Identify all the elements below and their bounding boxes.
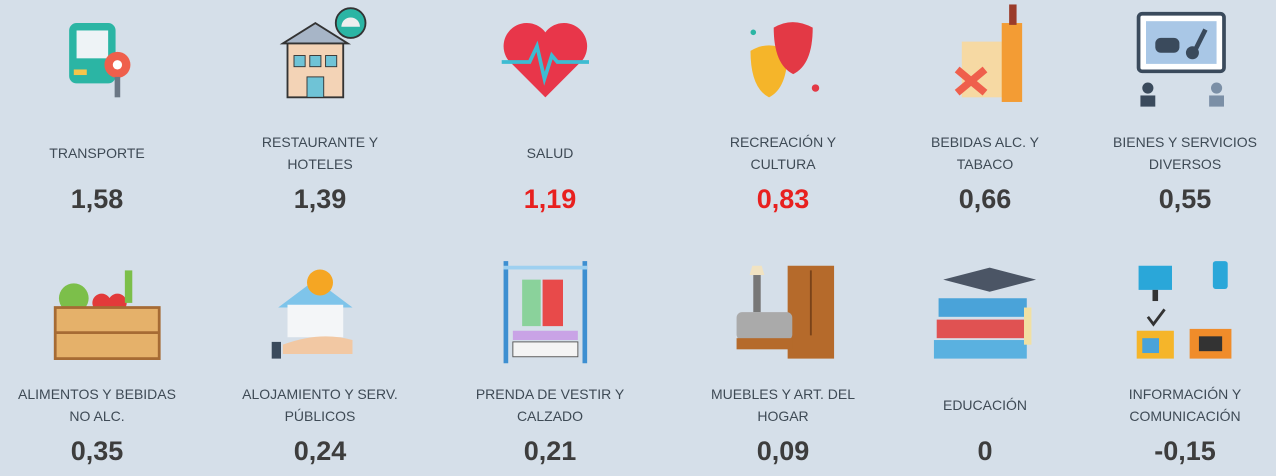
- category-icon: [485, 0, 615, 125]
- category-label: BEBIDAS ALC. Y TABACO: [920, 125, 1050, 181]
- category-label: INFORMACIÓN Y COMUNICACIÓN: [1115, 377, 1255, 433]
- infographic: TRANSPORTE1,58RESTAURANTE Y HOTELES1,39S…: [0, 0, 1276, 476]
- category-value: 1,58: [71, 183, 124, 215]
- category-icon: [485, 252, 615, 377]
- category-label: TRANSPORTE: [12, 125, 182, 181]
- category-icon: [1120, 252, 1250, 377]
- category-icon: [718, 252, 848, 377]
- category-card: ALIMENTOS Y BEBIDAS NO ALC.0,35: [0, 252, 203, 467]
- category-label: ALOJAMIENTO Y SERV. PÚBLICOS: [230, 377, 410, 433]
- category-icon: [32, 252, 162, 377]
- category-label: RESTAURANTE Y HOTELES: [250, 125, 390, 181]
- category-value: 0,21: [524, 435, 577, 467]
- category-card: INFORMACIÓN Y COMUNICACIÓN-0,15: [1079, 252, 1276, 467]
- category-label: PRENDA DE VESTIR Y CALZADO: [465, 377, 635, 433]
- category-icon: [1120, 0, 1250, 125]
- category-value: 0,83: [757, 183, 810, 215]
- category-value: 0: [977, 435, 992, 467]
- category-icon: [920, 252, 1050, 377]
- category-value: 1,39: [294, 183, 347, 215]
- category-value: 0,24: [294, 435, 347, 467]
- category-icon: [32, 0, 162, 125]
- category-value: 0,66: [959, 183, 1012, 215]
- category-value: -0,15: [1154, 435, 1216, 467]
- category-icon: [255, 252, 385, 377]
- category-value: 1,19: [524, 183, 577, 215]
- category-label: BIENES Y SERVICIOS DIVERSOS: [1095, 125, 1275, 181]
- category-icon: [718, 0, 848, 125]
- category-label: MUEBLES Y ART. DEL HOGAR: [698, 377, 868, 433]
- category-label: SALUD: [465, 125, 635, 181]
- category-icon: [920, 0, 1050, 125]
- category-label: EDUCACIÓN: [900, 377, 1070, 433]
- category-icon: [255, 0, 385, 125]
- category-value: 0,09: [757, 435, 810, 467]
- category-value: 0,35: [71, 435, 124, 467]
- category-label: ALIMENTOS Y BEBIDAS NO ALC.: [10, 377, 185, 433]
- category-value: 0,55: [1159, 183, 1212, 215]
- category-label: RECREACIÓN Y CULTURA: [718, 125, 848, 181]
